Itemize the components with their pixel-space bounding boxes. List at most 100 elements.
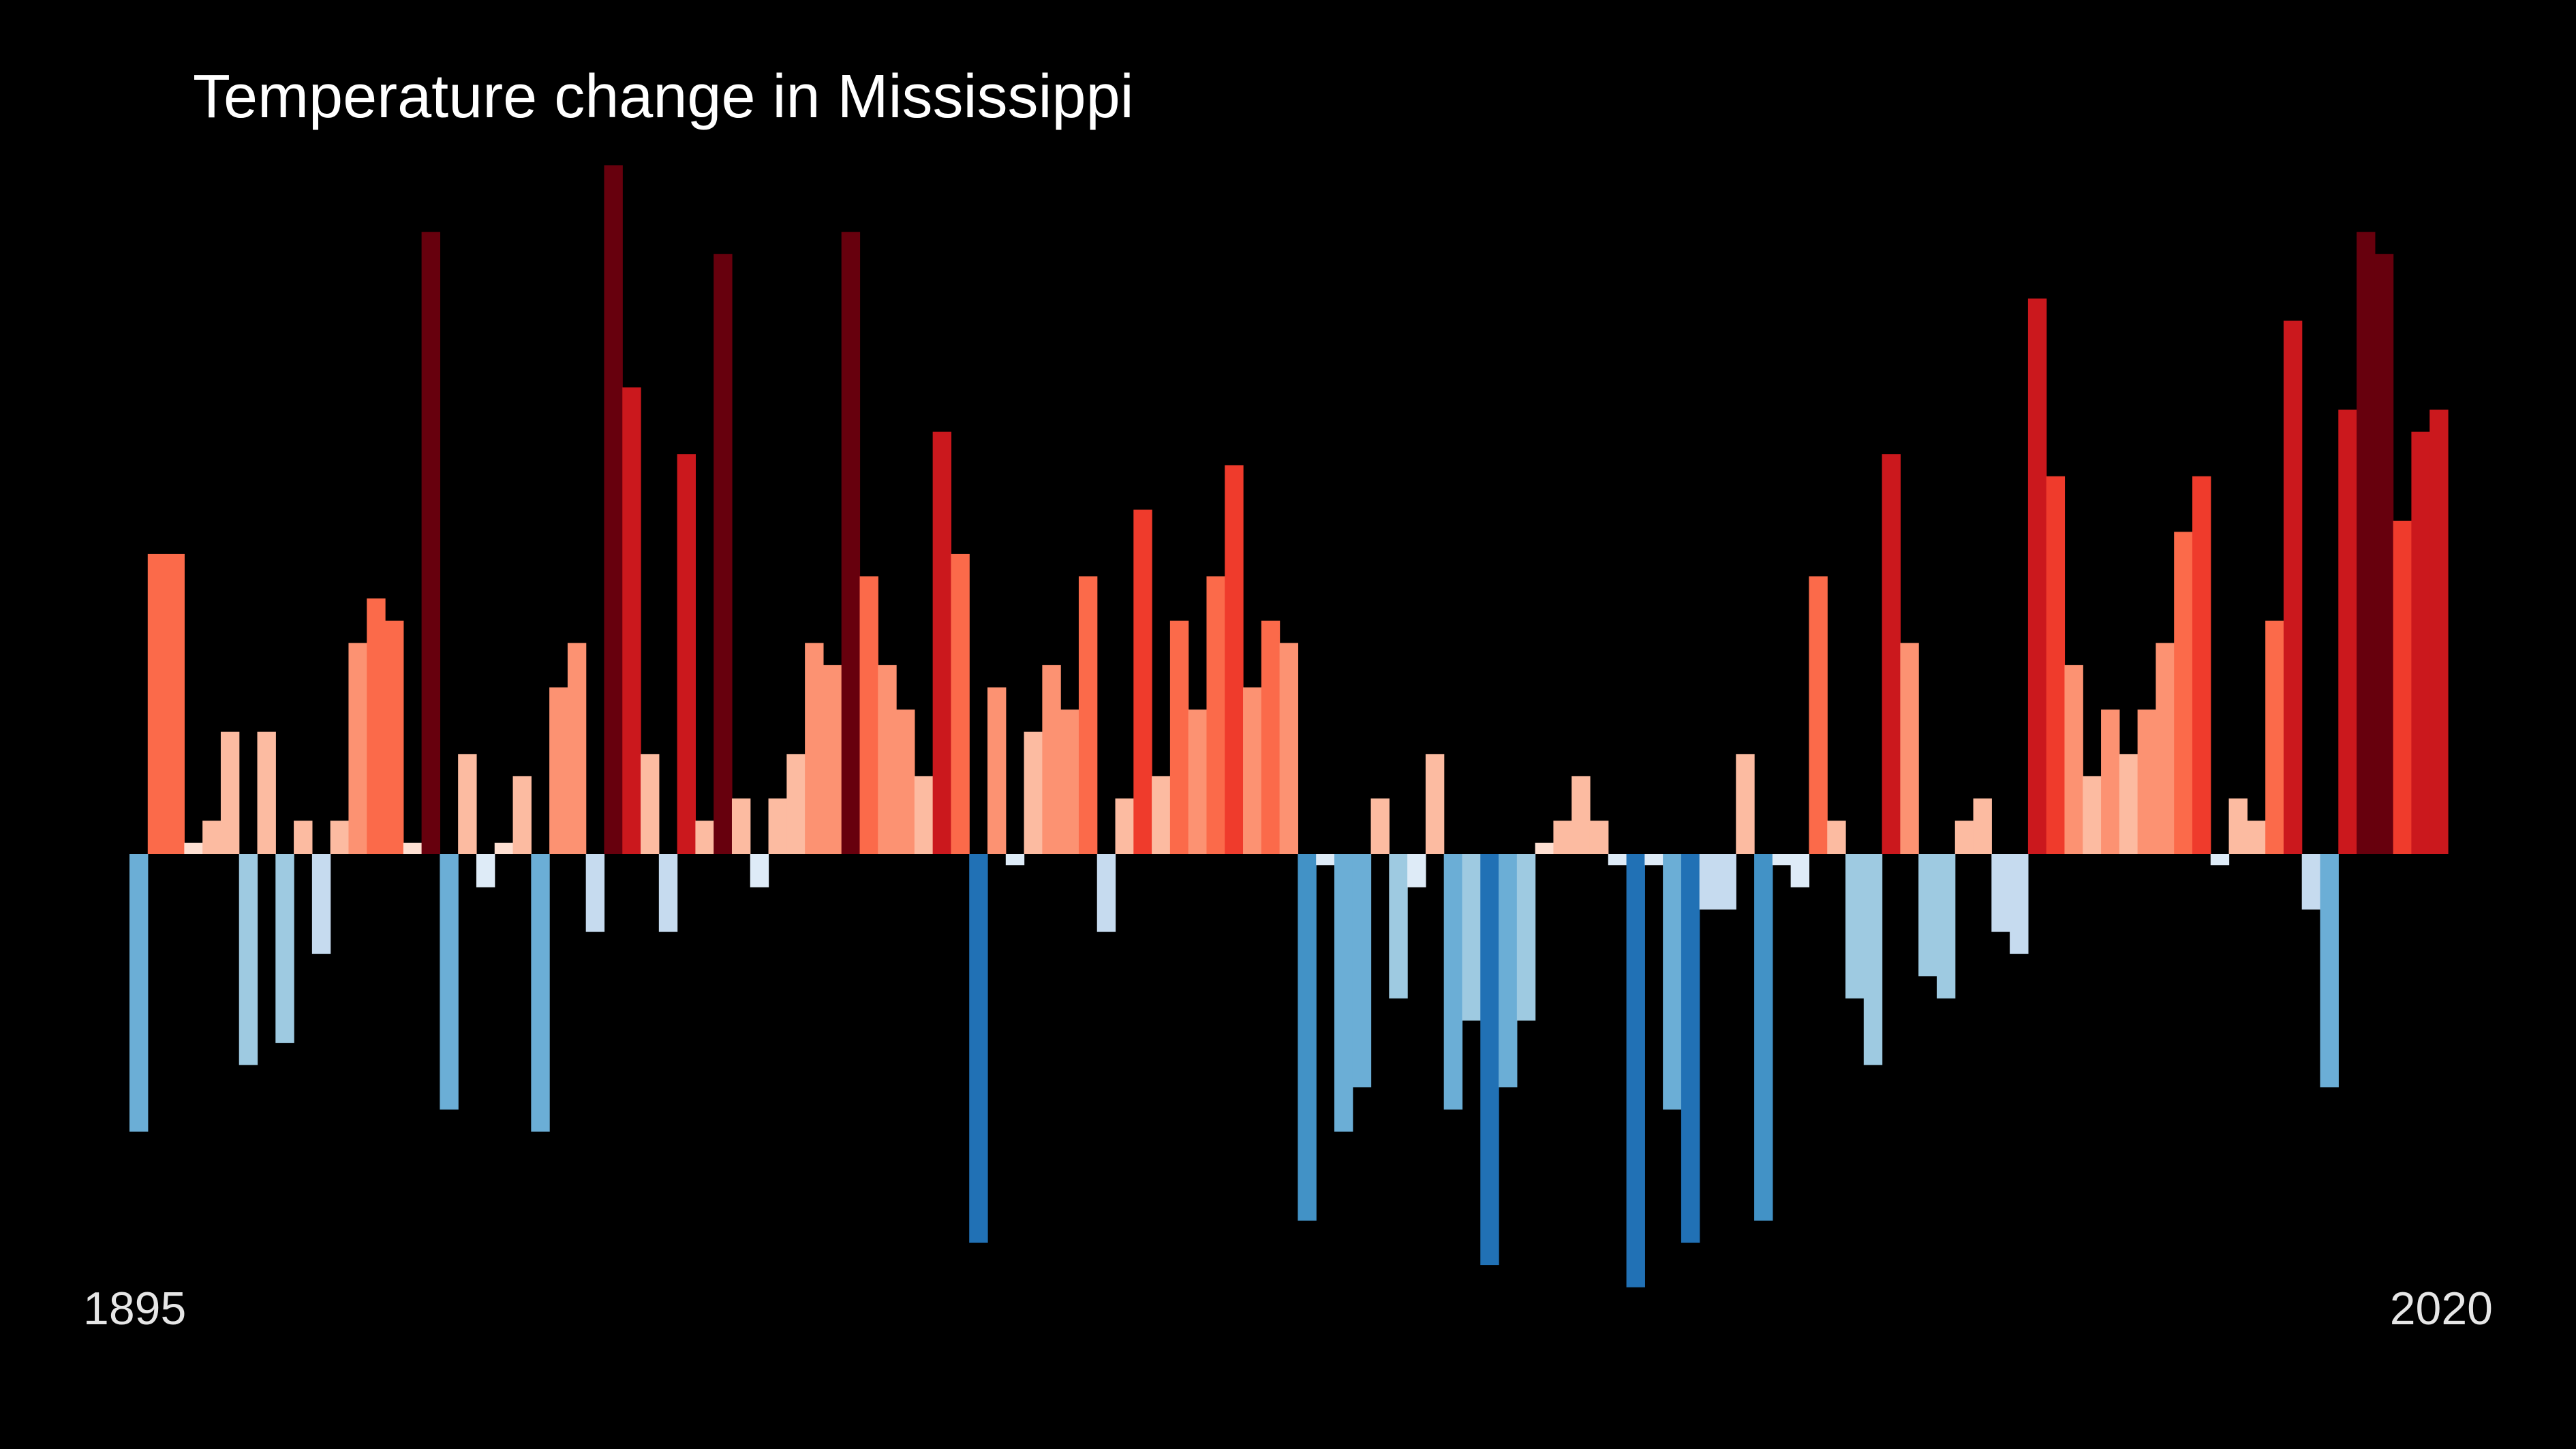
bar-1904 — [294, 821, 313, 854]
bar-1982 — [1717, 854, 1736, 910]
bar-1930 — [768, 798, 787, 854]
bar-1985 — [1772, 854, 1792, 866]
bar-1998 — [2010, 854, 2029, 954]
bar-1997 — [1991, 854, 2010, 932]
bar-1988 — [1827, 821, 1846, 854]
bar-1957 — [1261, 620, 1281, 854]
bar-2019 — [2393, 521, 2412, 854]
bar-1956 — [1243, 687, 1262, 854]
bar-1918 — [549, 687, 568, 854]
bar-1954 — [1206, 576, 1225, 854]
bar-1990 — [1863, 854, 1883, 1065]
bar-1897 — [166, 553, 185, 854]
bar-1950 — [1133, 509, 1152, 854]
bar-1965 — [1407, 854, 1426, 887]
bar-2003 — [2101, 710, 2120, 854]
bar-1960 — [1316, 854, 1335, 866]
bar-1947 — [1078, 576, 1098, 854]
bar-1912 — [440, 854, 459, 1110]
bar-2007 — [2174, 532, 2193, 854]
bar-2012 — [2265, 620, 2284, 854]
bar-1952 — [1169, 620, 1189, 854]
bar-1981 — [1699, 854, 1719, 910]
bar-1971 — [1516, 854, 1536, 1021]
bar-1923 — [641, 754, 660, 854]
bar-1974 — [1571, 776, 1591, 854]
bar-1953 — [1188, 710, 1208, 854]
bar-1977 — [1626, 854, 1645, 1287]
bar-1913 — [458, 754, 477, 854]
bar-1917 — [531, 854, 550, 1132]
bar-2006 — [2156, 643, 2175, 854]
bar-1996 — [1973, 798, 1992, 854]
bar-2010 — [2228, 798, 2248, 854]
bar-1949 — [1115, 798, 1134, 854]
bar-2015 — [2320, 854, 2339, 1088]
bar-1900 — [220, 731, 240, 854]
bar-2014 — [2301, 854, 2321, 910]
bar-1898 — [184, 842, 203, 854]
bar-1989 — [1845, 854, 1865, 998]
bar-2016 — [2338, 410, 2357, 854]
bar-1999 — [2027, 299, 2047, 854]
bar-1991 — [1882, 454, 1901, 854]
bar-1993 — [1918, 854, 1937, 977]
bar-1922 — [622, 387, 641, 854]
bar-1908 — [367, 598, 386, 854]
bar-1914 — [476, 854, 495, 887]
bar-2001 — [2064, 665, 2083, 854]
bar-1906 — [330, 821, 350, 854]
bar-1972 — [1535, 842, 1554, 854]
bar-1937 — [896, 710, 915, 854]
bar-1983 — [1736, 754, 1755, 854]
bar-1963 — [1370, 798, 1390, 854]
bar-2011 — [2247, 821, 2266, 854]
bar-2004 — [2119, 754, 2138, 854]
bar-1907 — [348, 643, 367, 854]
bar-1978 — [1644, 854, 1663, 866]
bar-1926 — [695, 821, 714, 854]
bar-1951 — [1152, 776, 1171, 854]
bar-1909 — [385, 620, 404, 854]
bar-1902 — [257, 731, 276, 854]
bar-2021 — [2429, 410, 2449, 854]
bar-1927 — [714, 254, 733, 854]
bar-1932 — [805, 643, 824, 854]
bar-1938 — [914, 776, 934, 854]
bar-1992 — [1900, 643, 1919, 854]
bar-1961 — [1334, 854, 1353, 1132]
bar-1921 — [604, 165, 623, 854]
bar-1935 — [859, 576, 878, 854]
bar-1948 — [1097, 854, 1116, 932]
bar-1994 — [1936, 854, 1956, 998]
x-tick-start: 1895 — [83, 1283, 186, 1334]
bar-1920 — [585, 854, 605, 932]
bar-1962 — [1352, 854, 1372, 1088]
bar-1973 — [1553, 821, 1572, 854]
bar-1944 — [1024, 731, 1043, 854]
bar-1986 — [1790, 854, 1810, 887]
bar-2013 — [2283, 320, 2303, 855]
bar-2020 — [2411, 431, 2430, 854]
bar-1958 — [1279, 643, 1298, 854]
bar-1895 — [129, 854, 149, 1132]
bar-1976 — [1608, 854, 1627, 866]
bar-2009 — [2210, 854, 2230, 866]
bar-1966 — [1425, 754, 1445, 854]
bar-1943 — [1005, 854, 1025, 866]
bar-1936 — [878, 665, 897, 854]
bar-1939 — [932, 431, 952, 854]
bar-1964 — [1389, 854, 1408, 998]
bar-1911 — [421, 232, 440, 854]
bar-2018 — [2374, 254, 2394, 854]
x-tick-end: 2020 — [2390, 1283, 2493, 1334]
bar-2008 — [2192, 476, 2211, 854]
bar-1903 — [275, 854, 294, 1043]
bar-1925 — [677, 454, 696, 854]
bar-1905 — [311, 854, 331, 954]
bar-1969 — [1480, 854, 1499, 1266]
bar-1945 — [1042, 665, 1061, 854]
bar-1931 — [786, 754, 806, 854]
bar-1924 — [658, 854, 678, 932]
